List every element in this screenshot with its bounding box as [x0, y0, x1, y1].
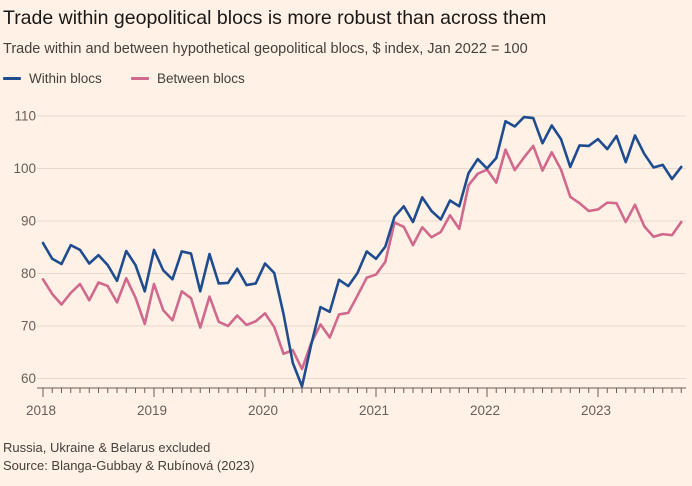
- chart-title: Trade within geopolitical blocs is more …: [3, 7, 547, 29]
- x-tick-label: 2018: [26, 403, 56, 418]
- legend-swatch-between: [131, 77, 149, 80]
- legend-label-within: Within blocs: [29, 71, 102, 86]
- x-tick-label: 2021: [359, 403, 389, 418]
- y-tick-label: 80: [21, 266, 36, 281]
- legend-item-between: Between blocs: [131, 71, 245, 86]
- x-tick-label: 2019: [137, 403, 167, 418]
- y-tick-label: 60: [21, 371, 36, 386]
- y-tick-label: 90: [21, 214, 36, 229]
- footnote-source: Source: Blanga-Gubbay & Rubínová (2023): [3, 458, 255, 473]
- y-tick-label: 100: [13, 161, 36, 176]
- legend-item-within: Within blocs: [3, 71, 102, 86]
- legend-swatch-within: [3, 77, 21, 80]
- y-tick-label: 110: [14, 109, 36, 124]
- footnote-exclusion: Russia, Ukraine & Belarus excluded: [3, 440, 211, 455]
- series-line-within-blocs: [41, 115, 683, 388]
- x-tick-label: 2022: [470, 403, 500, 418]
- legend-label-between: Between blocs: [157, 71, 245, 86]
- y-tick-label: 70: [21, 319, 36, 334]
- series-line-between-blocs: [41, 144, 683, 371]
- x-tick-label: 2023: [581, 403, 611, 418]
- x-tick-label: 2020: [248, 403, 278, 418]
- chart-subtitle: Trade within and between hypothetical ge…: [3, 41, 528, 57]
